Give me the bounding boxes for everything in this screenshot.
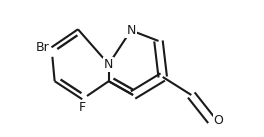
Text: N: N [126,24,136,37]
Text: Br: Br [36,41,50,54]
Text: F: F [79,101,86,114]
Text: N: N [104,58,113,71]
Text: O: O [214,114,223,127]
